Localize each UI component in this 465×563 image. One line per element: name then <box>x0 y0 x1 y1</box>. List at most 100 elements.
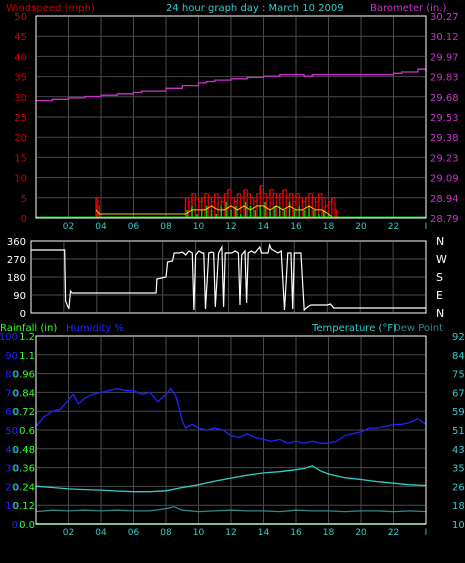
wind-direction-y-tick: 270 <box>7 255 26 266</box>
wind-direction-y-tick: 360 <box>7 237 26 248</box>
windspeed-y-tick: 15 <box>14 153 27 164</box>
temperature-y-tick: 35 <box>452 464 465 475</box>
wind-baro-x-tick-12: 12 <box>225 222 236 232</box>
humidity-y-tick: 40 <box>5 445 18 456</box>
temperature-y-tick: 75 <box>452 370 465 381</box>
climate-x-tick-14: 14 <box>258 528 270 538</box>
windspeed-y-tick: 45 <box>14 32 27 43</box>
barometer-y-tick: 30.12 <box>430 32 459 43</box>
windspeed-y-tick: 35 <box>14 73 27 84</box>
humidity-y-tick: 50 <box>5 426 18 437</box>
wind-baro-x-tick-14: 14 <box>258 222 270 232</box>
barometer-y-tick: 29.53 <box>430 113 459 124</box>
temperature-y-tick: 18 <box>452 501 465 512</box>
humidity-y-tick: 30 <box>5 464 18 475</box>
windspeed-y-tick: 30 <box>14 93 27 104</box>
wind-direction-y-tick: 90 <box>13 291 26 302</box>
rainfall-y-tick: 0.36 <box>13 464 35 475</box>
barometer-y-tick: 28.94 <box>430 194 459 205</box>
climate-x-tick-16: 16 <box>290 528 302 538</box>
rainfall-y-tick: 0.72 <box>13 407 35 418</box>
humidity-y-tick: 70 <box>5 388 18 399</box>
barometer-y-tick: 29.23 <box>430 153 459 164</box>
wind-baro-x-tick-16: 16 <box>290 222 302 232</box>
windspeed-y-tick: 40 <box>14 52 27 63</box>
compass-label-W: W <box>436 253 447 266</box>
wind-baro-x-tick-18: 18 <box>323 222 335 232</box>
wind-baro-x-tick-end: I <box>425 222 428 232</box>
rainfall-y-tick: 1.2 <box>19 332 35 343</box>
rainfall-y-tick: 0.24 <box>13 482 35 493</box>
temperature-y-tick: 43 <box>452 445 465 456</box>
barometer-y-tick: 29.83 <box>430 73 459 84</box>
humidity-y-tick: 0 <box>12 520 18 531</box>
wind-baro-frame <box>35 15 427 219</box>
wind-gust-line <box>94 185 338 219</box>
wind-baro-x-tick-06: 06 <box>128 222 140 232</box>
climate-x-tick-08: 08 <box>160 528 172 538</box>
humidity-line <box>35 387 427 444</box>
dewpoint-line <box>35 506 427 513</box>
chart-layer: 50 45 40 35 30 25 20 15 10 50 30.27 30.12 29.97 29.83… <box>0 12 465 538</box>
chart-title: 24 hour graph day : March 10 2009 <box>166 3 344 14</box>
temperature-y-tick: 51 <box>452 426 465 437</box>
rainfall-y-tick: 0.84 <box>13 388 35 399</box>
wind-baro-x-tick-02: 02 <box>63 222 74 232</box>
wind-baro-x-tick-10: 10 <box>193 222 205 232</box>
compass-label-E: E <box>436 289 443 302</box>
climate-x-tick-end: I <box>425 528 428 538</box>
climate-x-tick-02: 02 <box>63 528 74 538</box>
wind-dir-frame <box>30 240 427 314</box>
barometer-y-tick: 29.68 <box>430 93 459 104</box>
humidity-y-tick: 10 <box>5 501 18 512</box>
climate-x-tick-06: 06 <box>128 528 140 538</box>
wind-baro-x-tick-20: 20 <box>355 222 367 232</box>
rainfall-y-tick: 1.1 <box>19 351 35 362</box>
barometer-y-tick: 29.09 <box>430 174 459 185</box>
climate-x-tick-18: 18 <box>323 528 335 538</box>
wind-direction-line <box>31 242 426 312</box>
rainfall-y-tick: 0.48 <box>13 445 35 456</box>
rainfall-y-tick: 0.6 <box>19 426 35 437</box>
barometer-y-tick: 30.27 <box>430 12 459 23</box>
barometer-axis-label: Barometer (in.) <box>370 3 446 14</box>
temperature-y-tick: 26 <box>452 482 465 493</box>
dewpoint-axis-label: Dew Point <box>393 323 443 334</box>
rainfall-y-tick: 0.0 <box>19 520 35 531</box>
temperature-y-tick: 84 <box>452 351 465 362</box>
temperature-y-tick: 92 <box>452 332 465 343</box>
humidity-y-tick: 90 <box>5 351 18 362</box>
wind-baro-x-tick-08: 08 <box>160 222 172 232</box>
humidity-y-tick: 100 <box>0 332 18 343</box>
barometer-y-tick: 28.79 <box>430 214 459 225</box>
wind-average-line <box>95 205 334 219</box>
windspeed-axis-label: Windspeed (mph) <box>6 3 95 14</box>
windspeed-y-tick: 25 <box>14 113 27 124</box>
windspeed-y-tick: 50 <box>14 12 27 23</box>
climate-x-tick-04: 04 <box>95 528 107 538</box>
climate-x-tick-20: 20 <box>355 528 367 538</box>
temperature-y-tick: 67 <box>452 388 465 399</box>
humidity-y-tick: 80 <box>5 370 18 381</box>
humidity-y-tick: 20 <box>5 482 18 493</box>
temperature-y-tick: 59 <box>452 407 465 418</box>
windspeed-y-tick: 20 <box>14 133 27 144</box>
temperature-y-tick: 10 <box>452 520 465 531</box>
temperature-line <box>35 465 427 493</box>
compass-label-N: N <box>436 307 444 320</box>
barometer-line <box>36 68 427 102</box>
wind-direction-y-tick: 0 <box>20 309 26 320</box>
humidity-axis-label: Humidity % <box>66 323 124 334</box>
temperature-axis-label: Temperature (°F) <box>311 323 397 334</box>
compass-label-N: N <box>436 235 444 248</box>
wind-baro-x-tick-22: 22 <box>388 222 399 232</box>
climate-x-tick-10: 10 <box>193 528 205 538</box>
barometer-y-tick: 29.38 <box>430 133 459 144</box>
windspeed-y-tick: 10 <box>14 174 27 185</box>
climate-x-tick-12: 12 <box>225 528 236 538</box>
barometer-y-tick: 29.97 <box>430 52 459 63</box>
wind-direction-y-tick: 180 <box>7 273 26 284</box>
